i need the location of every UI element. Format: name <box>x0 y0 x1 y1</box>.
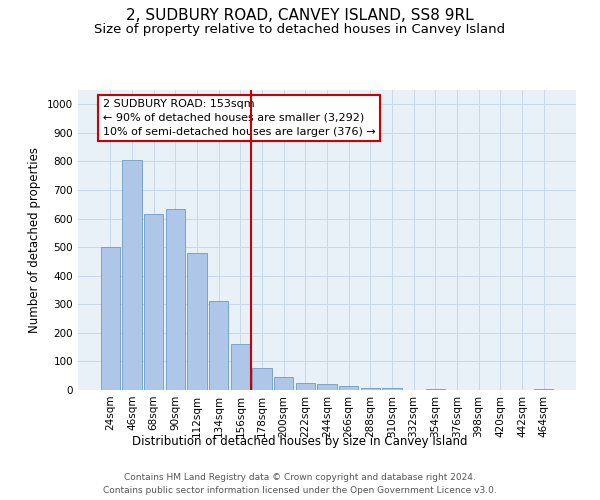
Bar <box>296 383 315 390</box>
Bar <box>274 377 293 390</box>
Bar <box>361 388 380 390</box>
Text: Contains HM Land Registry data © Crown copyright and database right 2024.
Contai: Contains HM Land Registry data © Crown c… <box>103 474 497 495</box>
Text: Size of property relative to detached houses in Canvey Island: Size of property relative to detached ho… <box>94 22 506 36</box>
Bar <box>382 388 402 390</box>
Bar <box>166 208 185 390</box>
Bar <box>101 247 120 390</box>
Bar <box>209 302 229 390</box>
Bar <box>339 386 358 390</box>
Bar <box>230 344 250 390</box>
Text: 2 SUDBURY ROAD: 153sqm
← 90% of detached houses are smaller (3,292)
10% of semi-: 2 SUDBURY ROAD: 153sqm ← 90% of detached… <box>103 99 376 137</box>
Bar <box>144 214 163 390</box>
Y-axis label: Number of detached properties: Number of detached properties <box>28 147 41 333</box>
Text: Distribution of detached houses by size in Canvey Island: Distribution of detached houses by size … <box>132 435 468 448</box>
Bar <box>317 384 337 390</box>
Bar <box>187 253 207 390</box>
Bar <box>122 160 142 390</box>
Bar <box>252 368 272 390</box>
Text: 2, SUDBURY ROAD, CANVEY ISLAND, SS8 9RL: 2, SUDBURY ROAD, CANVEY ISLAND, SS8 9RL <box>126 8 474 22</box>
